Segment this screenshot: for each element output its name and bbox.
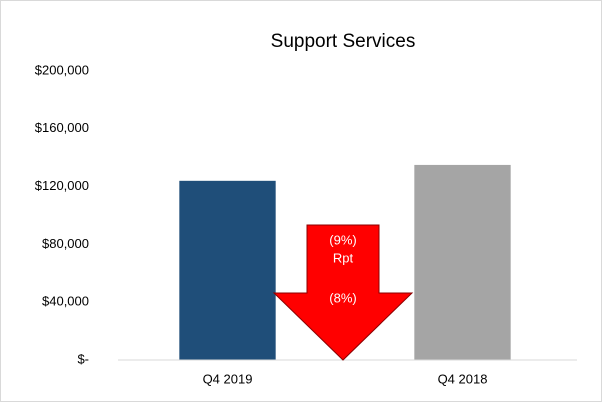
- annotation: Rpt: [333, 250, 354, 265]
- bar: [414, 164, 511, 360]
- y-tick-label: $-: [77, 351, 89, 366]
- y-tick-label: $40,000: [42, 294, 89, 309]
- chart-title: Support Services: [271, 31, 416, 52]
- y-tick-label: $120,000: [35, 178, 89, 193]
- annotation: (9%): [329, 232, 356, 247]
- bar: [179, 180, 276, 360]
- x-tick-label: Q4 2018: [438, 371, 488, 386]
- y-tick-label: $200,000: [35, 62, 89, 77]
- change-arrow: [272, 224, 414, 361]
- plot-area: $- $40,000 $80,000 $120,000 $160,000 $200,000…: [35, 62, 577, 386]
- annotation: (8%): [329, 290, 356, 305]
- y-tick-label: $160,000: [35, 120, 89, 135]
- y-tick-label: $80,000: [42, 236, 89, 251]
- x-tick-label: Q4 2019: [203, 371, 253, 386]
